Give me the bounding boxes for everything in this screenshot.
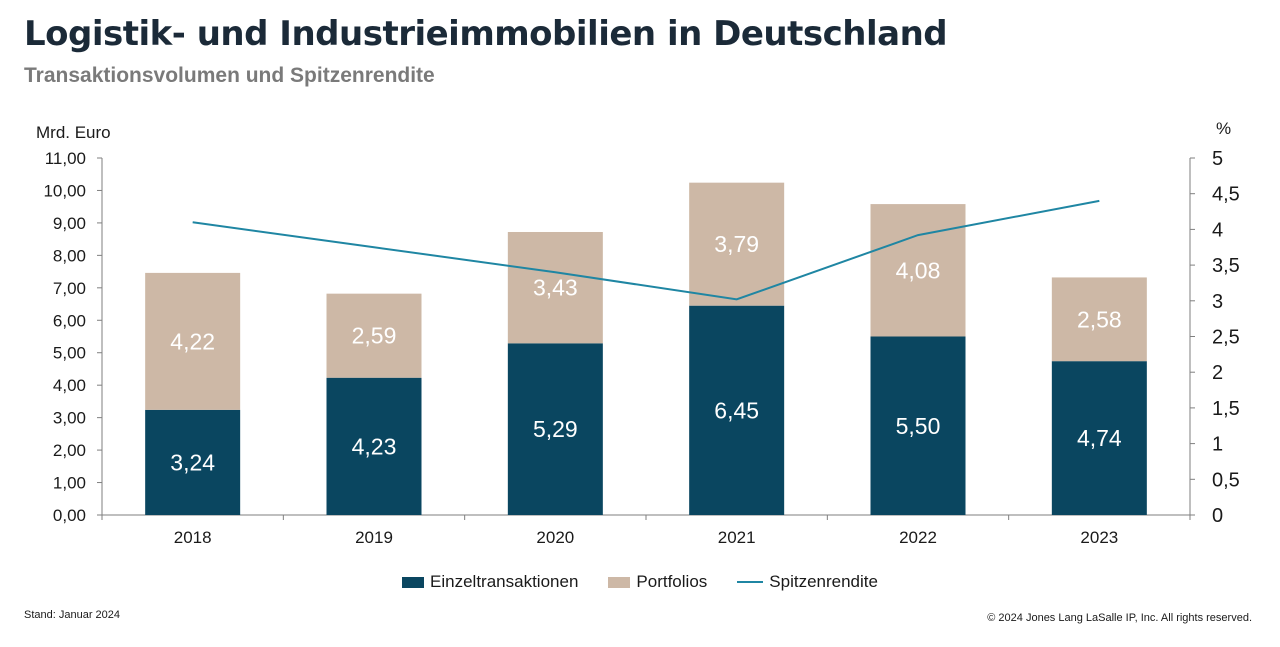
x-tick-label: 2023 — [1080, 528, 1118, 547]
data-label-portfolios: 2,58 — [1077, 306, 1122, 332]
y-tick-label-right: 2 — [1212, 362, 1223, 384]
y-tick-label-right: 0 — [1212, 505, 1223, 527]
data-label-portfolios: 4,08 — [896, 257, 941, 283]
y-tick-label-left: 3,00 — [53, 409, 86, 428]
data-label-einzeltransaktionen: 5,50 — [896, 413, 941, 439]
y-tick-label-right: 3 — [1212, 291, 1223, 313]
bar-portfolios — [1051, 277, 1147, 362]
y-tick-label-left: 8,00 — [53, 246, 86, 265]
bar-labels: 3,24 4,22 4,23 2,59 5,29 3,43 6,45 3,79 5,50 4,08… — [170, 231, 1122, 475]
data-label-portfolios: 3,43 — [533, 275, 578, 301]
data-label-portfolios: 4,22 — [170, 328, 215, 354]
bar-portfolios — [145, 272, 241, 410]
legend: Einzeltransaktionen Portfolios Spitzenre… — [0, 572, 1280, 592]
bars — [145, 182, 1147, 515]
y-tick-label-left: 5,00 — [53, 344, 86, 363]
legend-label-einzeltransaktionen: Einzeltransaktionen — [430, 572, 579, 591]
chart-title: Logistik- und Industrieimmobilien in Deu… — [24, 14, 948, 54]
y-tick-label-left: 9,00 — [53, 214, 86, 233]
y-tick-label-right: 4,5 — [1212, 184, 1240, 206]
x-tick-label: 2020 — [536, 528, 574, 547]
footer-copyright: © 2024 Jones Lang LaSalle IP, Inc. All r… — [987, 612, 1252, 624]
y-tick-label-left: 6,00 — [53, 311, 86, 330]
x-tick-label: 2022 — [899, 528, 937, 547]
y-tick-label-right: 4 — [1212, 219, 1223, 241]
y-tick-label-right: 3,5 — [1212, 255, 1240, 277]
y-tick-label-left: 11,00 — [45, 149, 86, 168]
footer-stand: Stand: Januar 2024 — [24, 609, 121, 621]
legend-item-spitzenrendite: Spitzenrendite — [737, 572, 878, 592]
y-tick-label-left: 2,00 — [53, 441, 86, 460]
bar-portfolios — [326, 293, 422, 378]
data-label-einzeltransaktionen: 3,24 — [170, 449, 215, 475]
y-tick-label-right: 0,5 — [1212, 469, 1240, 491]
bar-einzeltransaktionen — [326, 377, 422, 515]
legend-swatch-einzeltransaktionen — [402, 576, 425, 588]
data-label-portfolios: 3,79 — [714, 231, 759, 257]
chart-subtitle: Transaktionsvolumen und Spitzenrendite — [24, 64, 435, 87]
data-label-portfolios: 2,59 — [352, 323, 397, 349]
y-tick-label-left: 10,00 — [43, 181, 86, 200]
bar-einzeltransaktionen — [870, 336, 966, 515]
bar-einzeltransaktionen — [1051, 361, 1147, 515]
legend-item-portfolios: Portfolios — [608, 572, 707, 592]
legend-label-portfolios: Portfolios — [636, 572, 708, 591]
y-tick-label-left: 7,00 — [53, 279, 86, 298]
data-label-einzeltransaktionen: 6,45 — [714, 397, 759, 423]
legend-swatch-portfolios — [608, 576, 631, 588]
legend-item-einzeltransaktionen: Einzeltransaktionen — [402, 572, 578, 592]
y-tick-label-right: 5 — [1212, 148, 1223, 170]
spitzenrendite-line — [192, 199, 1100, 301]
y-axis-label-left: Mrd. Euro — [36, 123, 111, 142]
bar-portfolios — [870, 204, 966, 337]
data-label-einzeltransaktionen: 4,74 — [1077, 425, 1122, 451]
spitzenrendite-line-group — [192, 199, 1100, 301]
bar-portfolios — [507, 231, 603, 344]
y-tick-label-right: 1 — [1212, 434, 1223, 456]
bar-einzeltransaktionen — [507, 343, 603, 515]
y-tick-label-right: 1,5 — [1212, 398, 1240, 420]
data-label-einzeltransaktionen: 4,23 — [352, 433, 397, 459]
axes: 0,00 1,00 2,00 3,00 4,00 5,00 6,00 7,00 8,00 9,00… — [43, 148, 1239, 547]
y-tick-label-left: 0,00 — [53, 506, 86, 525]
legend-swatch-spitzenrendite — [737, 581, 764, 583]
y-tick-label-left: 1,00 — [53, 474, 86, 493]
legend-label-spitzenrendite: Spitzenrendite — [769, 572, 878, 591]
y-tick-label-right: 2,5 — [1212, 327, 1240, 349]
bar-portfolios — [689, 182, 785, 306]
x-tick-label: 2019 — [355, 528, 393, 547]
bar-einzeltransaktionen — [145, 409, 241, 515]
bar-einzeltransaktionen — [689, 305, 785, 515]
x-tick-label: 2018 — [174, 528, 212, 547]
x-tick-label: 2021 — [718, 528, 756, 547]
data-label-einzeltransaktionen: 5,29 — [533, 416, 578, 442]
y-axis-label-right: % — [1216, 119, 1231, 138]
y-tick-label-left: 4,00 — [53, 376, 86, 395]
